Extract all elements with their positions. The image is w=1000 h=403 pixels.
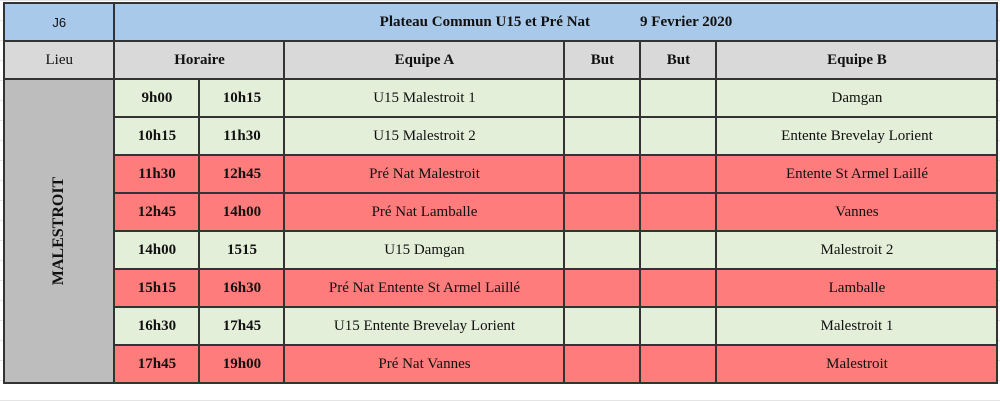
team-a[interactable]: Pré Nat Entente St Armel Laillé — [283, 268, 566, 308]
team-b[interactable]: Vannes — [715, 192, 999, 232]
end-time[interactable]: 1515 — [198, 230, 286, 270]
score-a[interactable] — [563, 78, 642, 118]
score-b[interactable] — [639, 154, 718, 194]
team-b[interactable]: Entente St Armel Laillé — [715, 154, 999, 194]
team-b[interactable]: Damgan — [715, 78, 999, 118]
column-header-row: Lieu Horaire Equipe A But But Equipe B — [2, 40, 999, 80]
team-a[interactable]: U15 Damgan — [283, 230, 566, 270]
team-b[interactable]: Malestroit 2 — [715, 230, 999, 270]
title-row: J6 Plateau Commun U15 et Pré Nat 9 Fevrie… — [2, 2, 999, 42]
team-a[interactable]: U15 Malestroit 1 — [283, 78, 566, 118]
header-but-a[interactable]: But — [563, 40, 642, 80]
score-b[interactable] — [639, 192, 718, 232]
match-row: 10h15 11h30 U15 Malestroit 2 Entente Bre… — [4, 116, 999, 156]
header-equipe-b[interactable]: Equipe B — [715, 40, 999, 80]
team-a[interactable]: Pré Nat Malestroit — [283, 154, 566, 194]
team-a[interactable]: U15 Malestroit 2 — [283, 116, 566, 156]
score-b[interactable] — [639, 268, 718, 308]
end-time[interactable]: 12h45 — [198, 154, 286, 194]
start-time[interactable]: 15h15 — [113, 268, 201, 308]
start-time[interactable]: 17h45 — [113, 344, 201, 384]
match-row: 15h15 16h30 Pré Nat Entente St Armel Lai… — [4, 268, 999, 308]
start-time[interactable]: 12h45 — [113, 192, 201, 232]
end-time[interactable]: 10h15 — [198, 78, 286, 118]
team-a[interactable]: U15 Entente Brevelay Lorient — [283, 306, 566, 346]
match-row: 14h00 1515 U15 Damgan Malestroit 2 — [4, 230, 999, 270]
end-time[interactable]: 17h45 — [198, 306, 286, 346]
team-b[interactable]: Entente Brevelay Lorient — [715, 116, 999, 156]
match-row: 17h45 19h00 Pré Nat Vannes Malestroit — [4, 344, 999, 384]
score-a[interactable] — [563, 230, 642, 270]
match-row: 12h45 14h00 Pré Nat Lamballe Vannes — [4, 192, 999, 232]
score-a[interactable] — [563, 306, 642, 346]
match-row: MALESTROIT 9h00 10h15 U15 Malestroit 1 Da… — [2, 78, 999, 384]
score-a[interactable] — [563, 344, 642, 384]
end-time[interactable]: 11h30 — [198, 116, 286, 156]
venue-label: MALESTROIT — [50, 176, 68, 286]
team-a[interactable]: Pré Nat Lamballe — [283, 192, 566, 232]
team-a[interactable]: Pré Nat Vannes — [283, 344, 566, 384]
date: 9 Fevrier 2020 — [640, 13, 733, 30]
header-but-b[interactable]: But — [639, 40, 718, 80]
end-time[interactable]: 16h30 — [198, 268, 286, 308]
venue-cell[interactable]: MALESTROIT — [2, 78, 116, 384]
day-cell[interactable]: J6 — [2, 2, 116, 42]
score-b[interactable] — [639, 306, 718, 346]
score-b[interactable] — [639, 116, 718, 156]
end-time[interactable]: 14h00 — [198, 192, 286, 232]
score-a[interactable] — [563, 268, 642, 308]
start-time[interactable]: 10h15 — [113, 116, 201, 156]
team-b[interactable]: Lamballe — [715, 268, 999, 308]
start-time[interactable]: 9h00 — [113, 78, 201, 118]
score-b[interactable] — [639, 78, 718, 118]
score-b[interactable] — [639, 344, 718, 384]
end-time[interactable]: 19h00 — [198, 344, 286, 384]
team-b[interactable]: Malestroit 1 — [715, 306, 999, 346]
score-a[interactable] — [563, 154, 642, 194]
score-b[interactable] — [639, 230, 718, 270]
match-row: 11h30 12h45 Pré Nat Malestroit Entente S… — [4, 154, 999, 194]
title-cell[interactable]: Plateau Commun U15 et Pré Nat 9 Fevrier 2… — [113, 2, 999, 42]
score-a[interactable] — [563, 116, 642, 156]
start-time[interactable]: 11h30 — [113, 154, 201, 194]
score-a[interactable] — [563, 192, 642, 232]
start-time[interactable]: 16h30 — [113, 306, 201, 346]
schedule-table: J6 Plateau Commun U15 et Pré Nat 9 Fevrie… — [2, 2, 999, 384]
team-b[interactable]: Malestroit — [715, 344, 999, 384]
title: Plateau Commun U15 et Pré Nat — [379, 13, 591, 30]
match-row: 16h30 17h45 U15 Entente Brevelay Lorient… — [4, 306, 999, 346]
header-lieu[interactable]: Lieu — [2, 40, 116, 80]
header-equipe-a[interactable]: Equipe A — [283, 40, 566, 80]
header-horaire[interactable]: Horaire — [113, 40, 286, 80]
start-time[interactable]: 14h00 — [113, 230, 201, 270]
